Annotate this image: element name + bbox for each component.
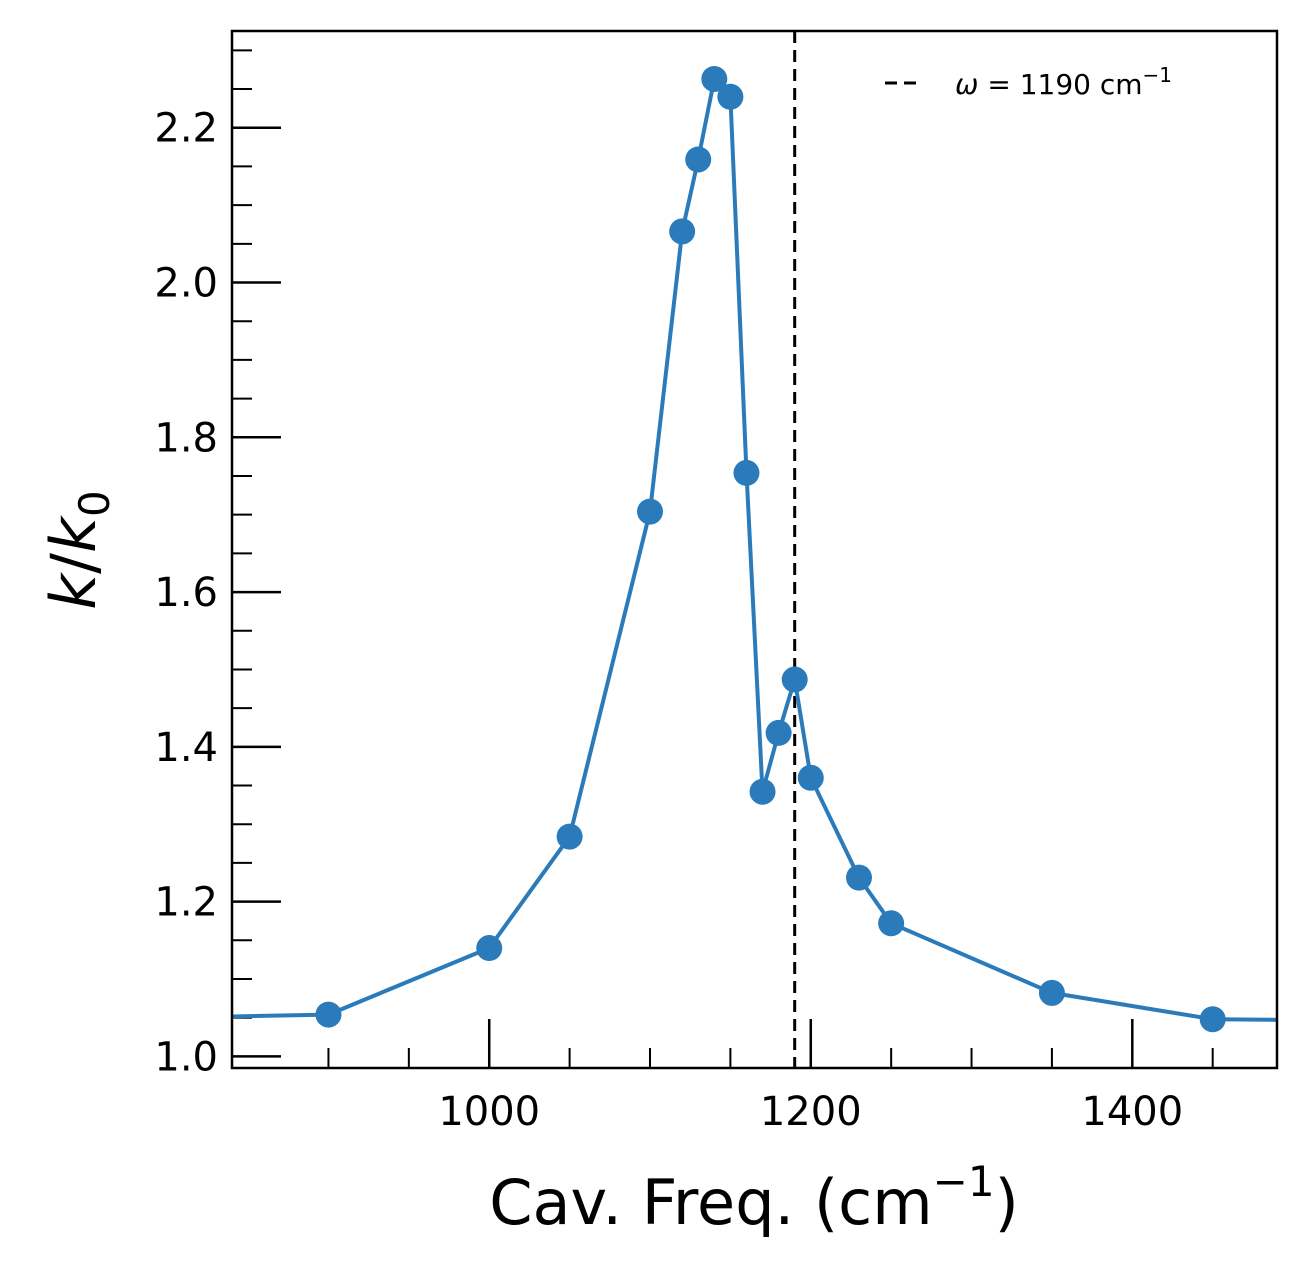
legend-text: = 1190 cm bbox=[978, 68, 1142, 101]
data-point bbox=[765, 719, 792, 746]
y-axis-title-subscript: 0 bbox=[70, 490, 119, 517]
y-tick-label: 1.4 bbox=[154, 725, 218, 771]
x-tick-label: 1000 bbox=[438, 1089, 540, 1135]
data-point bbox=[556, 823, 583, 850]
y-axis-title: k/k0 bbox=[37, 490, 119, 609]
legend: ω = 1190 cm−1 bbox=[885, 63, 1172, 101]
data-point bbox=[717, 83, 744, 110]
data-point bbox=[733, 459, 760, 486]
y-axis-title-k: k bbox=[37, 572, 110, 610]
x-tick-label: 1200 bbox=[760, 1089, 862, 1135]
data-point bbox=[701, 65, 728, 92]
x-axis-title-end: ) bbox=[995, 1166, 1019, 1239]
plot-area bbox=[232, 31, 1277, 1068]
y-tick-label: 1.2 bbox=[154, 880, 218, 926]
data-point bbox=[781, 666, 808, 693]
data-point bbox=[878, 910, 905, 937]
data-point bbox=[1199, 1006, 1226, 1033]
data-point bbox=[669, 218, 696, 245]
axis-tick-labels: 1.0 1.2 1.4 1.6 1.8 2.0 2.2 1000 1200 1400 bbox=[154, 106, 1183, 1135]
plot-frame bbox=[230, 29, 1279, 1070]
data-point bbox=[637, 498, 663, 525]
y-tick-label: 2.2 bbox=[154, 106, 218, 152]
x-axis-title: Cav. Freq. (cm−1) bbox=[489, 1157, 1019, 1239]
data-point bbox=[476, 935, 503, 962]
axis-ticks bbox=[232, 49, 1214, 1068]
y-axis-title-k0: k bbox=[37, 515, 110, 553]
data-point bbox=[797, 764, 824, 791]
legend-label: ω = 1190 cm−1 bbox=[955, 63, 1172, 101]
legend-symbol: ω bbox=[955, 68, 978, 101]
y-tick-label: 1.8 bbox=[154, 415, 218, 461]
y-tick-label: 2.0 bbox=[154, 261, 218, 307]
x-axis-title-main: Cav. Freq. (cm bbox=[489, 1166, 932, 1239]
y-tick-label: 1.0 bbox=[154, 1034, 218, 1080]
data-point bbox=[749, 778, 776, 805]
y-tick-label: 1.6 bbox=[154, 570, 218, 616]
data-point bbox=[685, 146, 712, 173]
data-point bbox=[846, 864, 872, 891]
data-point bbox=[315, 1001, 342, 1028]
y-axis-title-slash: / bbox=[37, 553, 110, 574]
legend-superscript: −1 bbox=[1143, 63, 1172, 87]
data-point bbox=[1038, 979, 1065, 1006]
x-axis-title-superscript: −1 bbox=[933, 1157, 995, 1206]
x-tick-label: 1400 bbox=[1081, 1089, 1183, 1135]
series-markers bbox=[315, 65, 1226, 1033]
